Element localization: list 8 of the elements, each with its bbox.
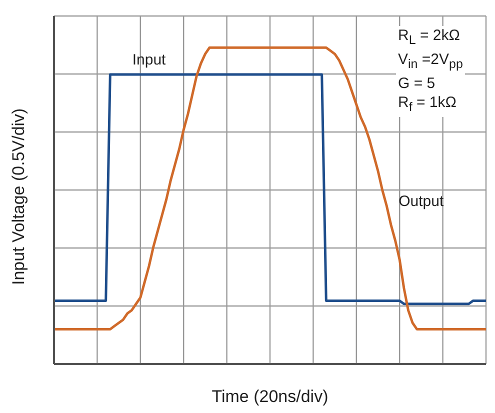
text: R$_{L}$ = 2kΩ: [398, 27, 460, 47]
annotation: V$_{in}$ =2V$_{pp}$: [398, 51, 463, 71]
annotation: G = 5: [398, 75, 436, 92]
series-label: Output: [398, 192, 444, 210]
series-label: Input: [132, 52, 167, 69]
x-axis-title: Time (20ns/div): [212, 387, 328, 406]
y-axis-title: Input Voltage (0.5V/div): [9, 108, 28, 285]
annotation: R$_{f}$ = 1kΩ: [398, 94, 456, 114]
